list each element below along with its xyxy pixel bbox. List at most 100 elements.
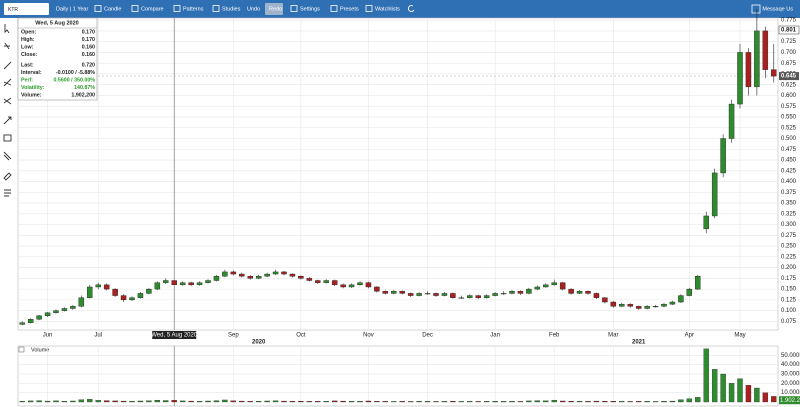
search-box[interactable]: [4, 3, 49, 15]
volume-close[interactable]: [18, 346, 25, 353]
y-tick-label: 0.075: [781, 319, 797, 325]
volume-bar: [399, 401, 405, 403]
candle-body: [323, 280, 329, 283]
toolbar-button[interactable]: Settings: [300, 6, 320, 12]
tool-brush[interactable]: [3, 172, 12, 181]
volume-bar: [602, 401, 608, 403]
candle-body: [441, 293, 448, 296]
volume-bar: [754, 387, 760, 403]
info-label: Open:: [21, 29, 37, 35]
info-label: Volume:: [21, 92, 42, 98]
toolbar-button[interactable]: Undo: [247, 6, 260, 12]
y-tick-label: 0.475: [781, 147, 797, 153]
candle-body: [526, 288, 532, 294]
y-tick-label: 0.700: [781, 50, 797, 56]
volume-bar: [298, 401, 304, 403]
volume-bar: [585, 401, 591, 403]
volume-bar: [610, 401, 617, 403]
toolbar-button[interactable]: Presets: [340, 6, 359, 12]
volume-bar: [19, 401, 25, 403]
volume-tick-label: 50.000M: [781, 353, 800, 359]
tool-pointer[interactable]: [4, 24, 10, 34]
x-tick-label: Sep: [228, 333, 239, 339]
volume-bar: [36, 400, 42, 403]
volume-bar: [635, 401, 642, 403]
high-marker: 0.801: [781, 28, 797, 34]
candle-body: [568, 288, 574, 294]
tool-arrow[interactable]: [3, 116, 12, 125]
message-icon: [751, 4, 761, 14]
candle-body: [492, 293, 498, 296]
volume-bar: [95, 400, 101, 403]
candle-body: [163, 280, 169, 283]
volume-bar: [644, 401, 650, 403]
tool-rect[interactable]: [3, 134, 12, 142]
candle-body: [619, 303, 625, 307]
volume-bar: [509, 401, 515, 403]
candle-body: [374, 286, 380, 292]
candle-body: [188, 282, 194, 286]
tool-cross[interactable]: [4, 42, 10, 50]
volume-bar: [661, 401, 667, 403]
info-box: Wed, 5 Aug 2020 Open: 0.170 High: 0.170 Low:…: [17, 17, 98, 101]
volume-bar: [695, 397, 701, 403]
candle-body: [213, 276, 220, 281]
candle-body: [129, 297, 135, 301]
candle-body: [703, 215, 709, 230]
volume-bar: [703, 348, 709, 403]
volume-bar: [213, 400, 220, 403]
candle-body: [399, 291, 405, 294]
y-tick-label: 0.100: [781, 308, 797, 314]
volume-bar: [619, 401, 625, 403]
candle-body: [87, 286, 93, 298]
x-tick-label: Mar: [608, 333, 618, 339]
candle-body: [120, 295, 127, 301]
candle-body: [70, 306, 76, 309]
tool-fib[interactable]: [3, 97, 12, 105]
plot-frame: [17, 17, 779, 331]
candle-body: [36, 315, 42, 320]
volume-bar: [120, 400, 127, 403]
tool-line[interactable]: [3, 61, 12, 70]
toolbar-button[interactable]: Daily | 1 Year: [56, 6, 88, 12]
volume-marker-bg: [779, 396, 800, 405]
volume-bar: [416, 401, 422, 403]
tool-list[interactable]: [4, 189, 11, 197]
high-marker-bg: [778, 25, 800, 35]
volume-tick-label: 20.000M: [781, 381, 800, 387]
toolbar-button[interactable]: Redo: [269, 6, 282, 12]
candle-body: [678, 295, 684, 303]
candle-body: [239, 273, 245, 277]
tool-pitchfork[interactable]: [3, 151, 12, 161]
candle-body: [298, 276, 304, 279]
volume-marker: 1.902.2: [780, 398, 800, 404]
candle-body: [576, 291, 583, 294]
candle-body: [711, 172, 718, 217]
candle-body: [771, 69, 777, 77]
message-button[interactable]: Messaqe Us: [762, 6, 793, 12]
toolbar-button[interactable]: Patterns: [183, 6, 204, 12]
candle-body: [19, 322, 25, 325]
candle-body: [112, 288, 118, 296]
year-label: 2021: [632, 340, 646, 346]
x-tick-label: May: [734, 333, 745, 339]
toolbar-button[interactable]: Compare: [141, 6, 164, 12]
candle-body: [340, 284, 346, 288]
toolbar-button[interactable]: Candle: [104, 6, 121, 12]
candle-body: [754, 30, 760, 88]
info-value: 0.5600 / 350.00%: [53, 77, 95, 83]
volume-bar: [728, 383, 735, 403]
toolbar-button[interactable]: Watchlists: [375, 6, 400, 12]
volume-bar: [87, 399, 93, 403]
volume-bar: [720, 373, 726, 403]
toolbar-button[interactable]: Studies: [222, 6, 241, 12]
candle-body: [416, 293, 422, 296]
volume-bar: [543, 400, 549, 403]
candle-body: [222, 271, 228, 277]
volume-bar: [205, 400, 211, 403]
refresh-icon[interactable]: [408, 5, 415, 12]
candle-body: [61, 308, 68, 311]
tool-channel[interactable]: [3, 78, 12, 87]
candle-body: [78, 297, 85, 307]
candle-body: [627, 303, 633, 307]
